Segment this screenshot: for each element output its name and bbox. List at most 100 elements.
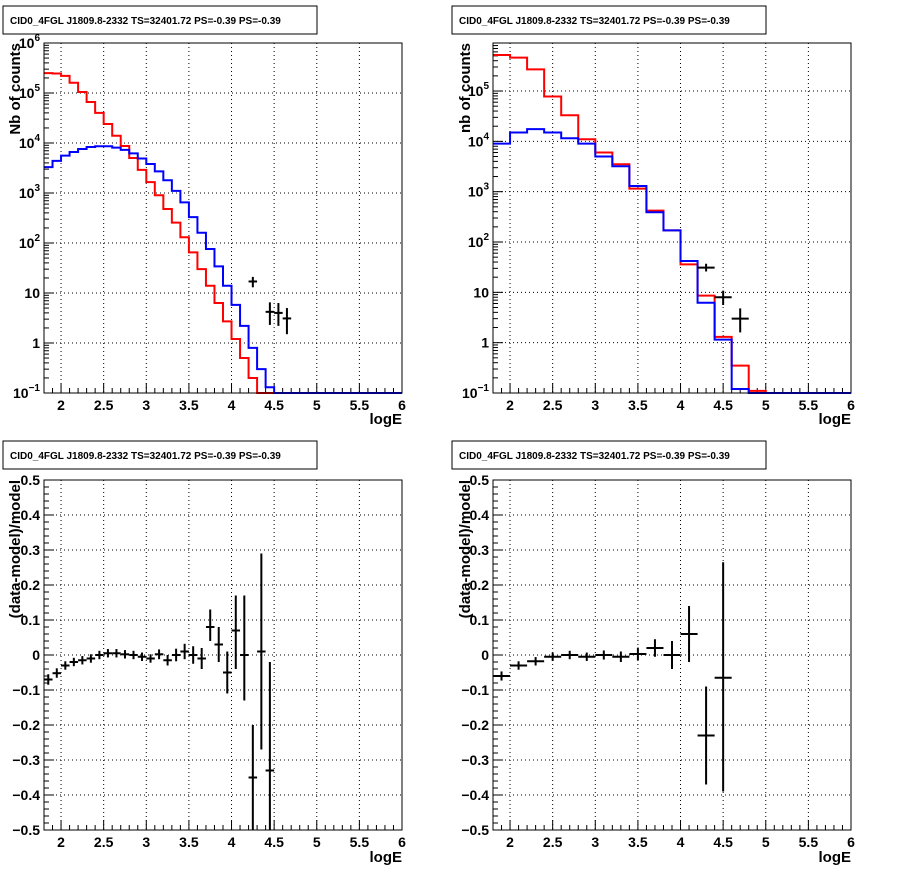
x-tick-label: 4 <box>677 834 685 850</box>
x-tick-label: 3 <box>142 834 150 850</box>
y-tick-label: 105 <box>19 83 41 101</box>
x-tick-label: 6 <box>398 397 406 413</box>
y-tick-label: 104 <box>468 131 490 149</box>
panel-title-box <box>2 440 318 470</box>
x-tick-label: 5 <box>762 834 770 850</box>
y-tick-label: −0.5 <box>461 822 489 838</box>
y-tick-label: 0 <box>32 647 40 663</box>
x-tick-label: 6 <box>398 834 406 850</box>
y-tick-label: −0.5 <box>12 822 40 838</box>
y-tick-label: 103 <box>19 183 41 201</box>
panel-title-box <box>451 5 767 35</box>
y-tick-label: 104 <box>19 133 41 151</box>
x-tick-label: 5 <box>762 397 770 413</box>
y-tick-label: 102 <box>19 233 41 251</box>
x-tick-label: 5.5 <box>350 397 370 413</box>
x-tick-label: 6 <box>847 834 855 850</box>
x-tick-label: 2 <box>506 397 514 413</box>
y-tick-label: 0.1 <box>21 612 41 628</box>
y-tick-label: 0.2 <box>470 577 490 593</box>
y-tick-label: 0 <box>481 647 489 663</box>
y-tick-label: −0.1 <box>12 682 40 698</box>
y-tick-label: 10 <box>473 284 489 300</box>
x-tick-label: 4.5 <box>713 397 733 413</box>
y-tick-label: −0.4 <box>461 787 489 803</box>
x-tick-label: 3.5 <box>179 834 199 850</box>
x-tick-label: 3.5 <box>628 834 648 850</box>
y-tick-label: −0.3 <box>12 752 40 768</box>
panel-counts-right: CID0_4FGL J1809.8-2332 TS=32401.72 PS=-0… <box>451 5 855 428</box>
x-tick-label: 4.5 <box>713 834 733 850</box>
x-axis-title: logE <box>370 849 403 866</box>
x-tick-label: 3 <box>142 397 150 413</box>
x-tick-label: 2 <box>57 397 65 413</box>
plot-frame <box>492 479 852 831</box>
x-tick-label: 2.5 <box>543 397 563 413</box>
x-tick-label: 5 <box>313 834 321 850</box>
y-tick-label: 0.3 <box>470 542 490 558</box>
x-tick-label: 3.5 <box>179 397 199 413</box>
y-tick-label: 10−1 <box>13 383 40 401</box>
y-tick-label: 1 <box>481 335 489 351</box>
histogram-series <box>44 145 402 394</box>
y-tick-label: 105 <box>468 81 490 99</box>
x-tick-label: 2 <box>506 834 514 850</box>
x-tick-label: 5.5 <box>350 834 370 850</box>
y-tick-label: −0.2 <box>461 717 489 733</box>
y-tick-label: 0.5 <box>470 472 490 488</box>
panel-residuals-right: CID0_4FGL J1809.8-2332 TS=32401.72 PS=-0… <box>451 440 855 866</box>
x-tick-label: 4.5 <box>264 397 284 413</box>
y-axis-title: nb of counts <box>457 43 474 133</box>
histogram-series <box>44 72 402 394</box>
panel-counts-left: CID0_4FGL J1809.8-2332 TS=32401.72 PS=-0… <box>2 5 406 428</box>
x-tick-label: 2.5 <box>543 834 563 850</box>
x-tick-label: 4 <box>228 397 236 413</box>
x-tick-label: 3.5 <box>628 397 648 413</box>
y-tick-label: 102 <box>468 232 490 250</box>
y-tick-label: 103 <box>468 182 490 200</box>
x-tick-label: 5.5 <box>799 834 819 850</box>
panel-title: CID0_4FGL J1809.8-2332 TS=32401.72 PS=-0… <box>10 16 281 27</box>
y-tick-label: 0.4 <box>21 507 41 523</box>
x-tick-label: 5.5 <box>799 397 819 413</box>
y-tick-label: 0.2 <box>21 577 41 593</box>
panel-title: CID0_4FGL J1809.8-2332 TS=32401.72 PS=-0… <box>459 16 730 27</box>
y-tick-label: 1 <box>32 335 40 351</box>
panel-title: CID0_4FGL J1809.8-2332 TS=32401.72 PS=-0… <box>459 451 730 462</box>
x-tick-label: 4 <box>677 397 685 413</box>
panel-title-box <box>2 5 318 35</box>
panel-residuals-left: CID0_4FGL J1809.8-2332 TS=32401.72 PS=-0… <box>2 440 406 866</box>
y-tick-label: 0.5 <box>21 472 41 488</box>
y-tick-label: 0.3 <box>21 542 41 558</box>
x-axis-title: logE <box>370 411 403 428</box>
x-tick-label: 2.5 <box>94 834 114 850</box>
y-axis-title: Nb of counts <box>7 43 24 135</box>
x-tick-label: 4.5 <box>264 834 284 850</box>
x-tick-label: 3 <box>591 397 599 413</box>
x-tick-label: 5 <box>313 397 321 413</box>
plot-frame <box>43 42 403 394</box>
panel-title-box <box>451 440 767 470</box>
y-tick-label: 10−1 <box>462 383 489 401</box>
y-tick-label: 106 <box>19 33 41 51</box>
y-tick-label: 10 <box>24 285 40 301</box>
x-tick-label: 2.5 <box>94 397 114 413</box>
x-tick-label: 2 <box>57 834 65 850</box>
y-tick-label: −0.1 <box>461 682 489 698</box>
y-tick-label: −0.2 <box>12 717 40 733</box>
x-axis-title: logE <box>819 411 852 428</box>
y-tick-label: −0.3 <box>461 752 489 768</box>
y-tick-label: 0.1 <box>470 612 490 628</box>
y-tick-label: −0.4 <box>12 787 40 803</box>
histogram-series <box>493 128 851 394</box>
x-tick-label: 3 <box>591 834 599 850</box>
x-tick-label: 4 <box>228 834 236 850</box>
plot-frame <box>492 42 852 394</box>
panel-title: CID0_4FGL J1809.8-2332 TS=32401.72 PS=-0… <box>10 451 281 462</box>
plot-frame <box>43 479 403 831</box>
x-axis-title: logE <box>819 849 852 866</box>
y-axis-title: (data-model)/model <box>457 480 474 618</box>
y-axis-title: (data-model)/model <box>7 480 24 618</box>
y-tick-label: 0.4 <box>470 507 490 523</box>
